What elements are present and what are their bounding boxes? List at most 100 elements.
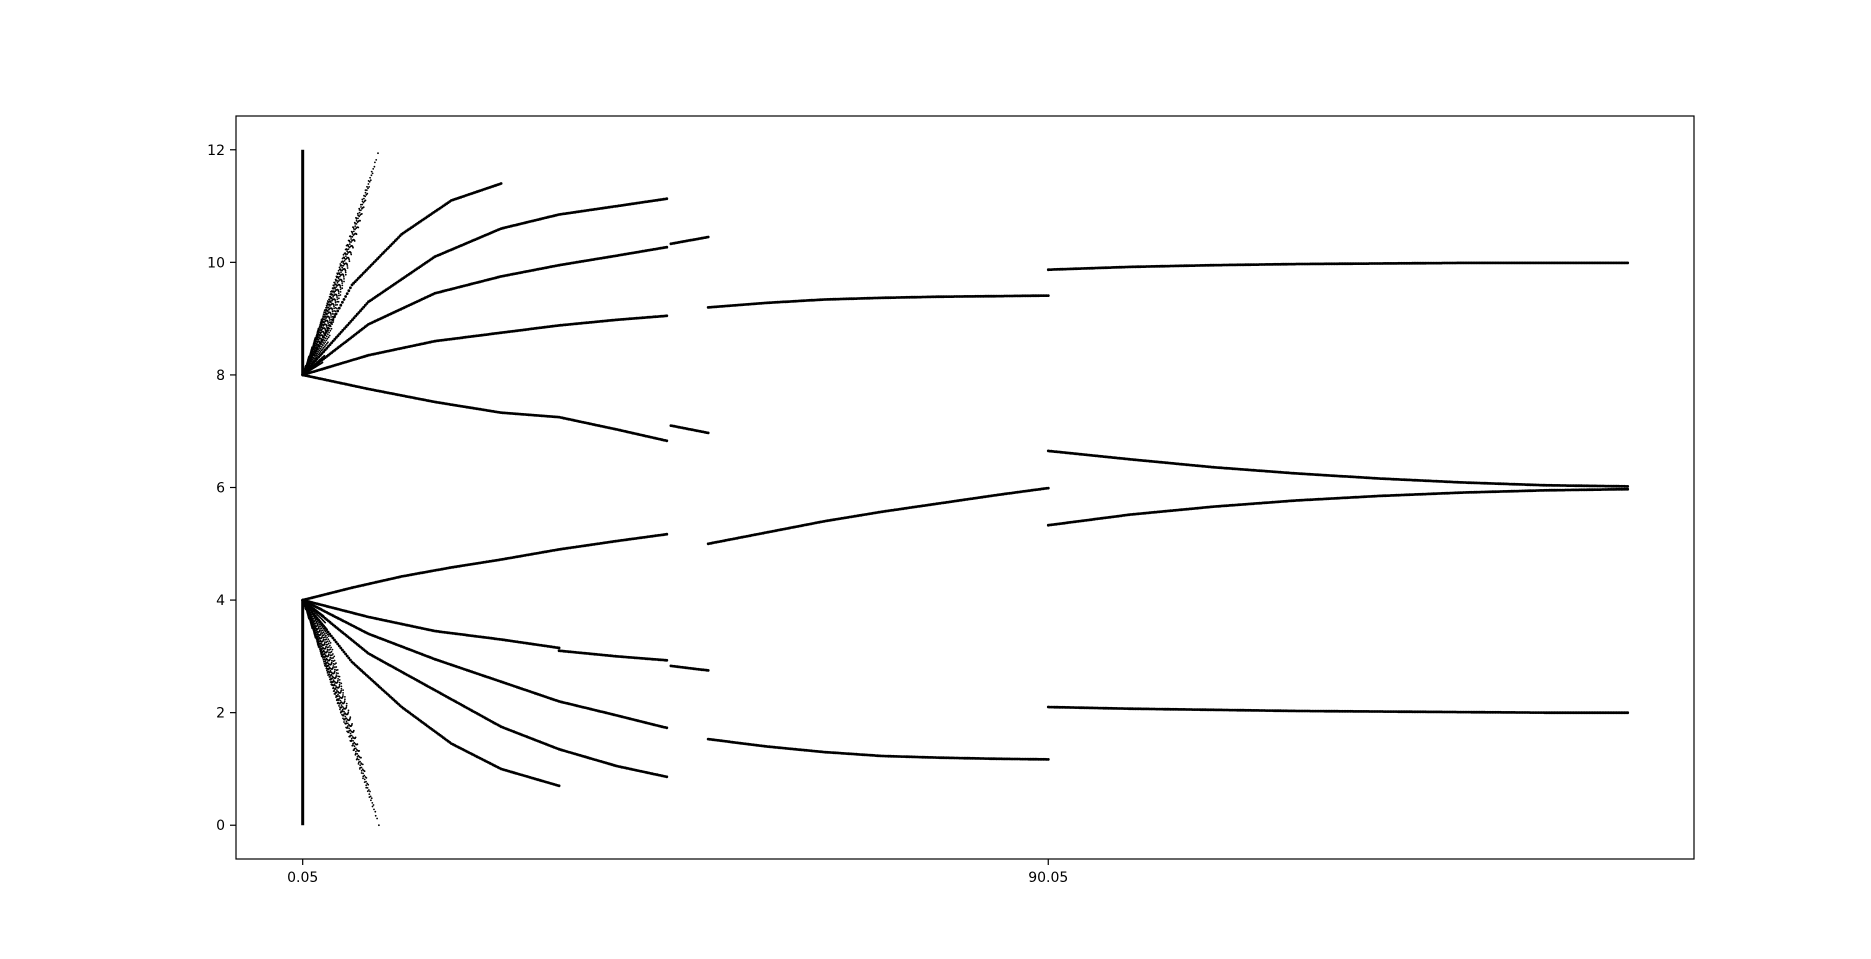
- data-point: [665, 532, 669, 536]
- data-point: [357, 763, 360, 765]
- data-point: [338, 675, 341, 678]
- data-point: [337, 693, 339, 696]
- data-point: [326, 640, 329, 643]
- data-point: [362, 305, 366, 309]
- data-point: [336, 689, 338, 691]
- data-point: [329, 642, 332, 644]
- data-point: [326, 661, 329, 663]
- data-point: [360, 769, 363, 772]
- data-point: [326, 650, 329, 652]
- data-point: [327, 638, 330, 641]
- data-point: [338, 679, 341, 681]
- data-point: [347, 289, 351, 293]
- data-series-16: [301, 182, 503, 377]
- data-point: [362, 772, 364, 775]
- data-point: [341, 648, 344, 652]
- data-point: [356, 743, 359, 746]
- data-point: [324, 660, 327, 663]
- data-point: [336, 309, 340, 313]
- data-point: [325, 643, 328, 646]
- data-point: [336, 669, 339, 671]
- data-point: [333, 683, 336, 685]
- data-point: [335, 662, 337, 664]
- data-point: [342, 694, 344, 696]
- data-point: [339, 330, 343, 334]
- data-point: [353, 745, 356, 748]
- data-point: [320, 649, 323, 652]
- data-point: [360, 756, 362, 759]
- data-point: [334, 693, 337, 695]
- data-series-5: [301, 598, 669, 730]
- data-point: [324, 641, 326, 643]
- data-point: [326, 643, 329, 646]
- data-point: [351, 318, 354, 321]
- data-point: [342, 717, 344, 720]
- data-point: [706, 235, 710, 239]
- data-point: [360, 772, 363, 774]
- data-series-10: [669, 424, 710, 435]
- data-series-3: [557, 649, 669, 662]
- data-point: [333, 337, 337, 341]
- data-point: [368, 793, 371, 795]
- data-point: [366, 790, 369, 793]
- data-point: [370, 797, 373, 800]
- data-point: [340, 704, 343, 706]
- data-series-18: [1046, 449, 1630, 488]
- data-point: [344, 295, 347, 298]
- data-point: [323, 633, 326, 635]
- data-point: [340, 682, 343, 685]
- data-point: [329, 658, 331, 660]
- data-point: [337, 672, 339, 675]
- data-point: [344, 696, 346, 698]
- data-point: [363, 303, 367, 307]
- data-series-9: [301, 373, 669, 443]
- data-point: [322, 649, 325, 652]
- data-point: [338, 697, 340, 700]
- data-point: [347, 321, 351, 325]
- data-point: [365, 780, 367, 783]
- data-point: [345, 706, 348, 709]
- data-point: [329, 654, 332, 657]
- data-point: [359, 760, 361, 763]
- data-point: [338, 705, 340, 707]
- data-point: [331, 659, 333, 662]
- data-point: [365, 777, 368, 779]
- data-point: [340, 706, 343, 708]
- data-point: [366, 787, 369, 789]
- data-point: [335, 674, 338, 676]
- data-point: [349, 286, 352, 290]
- data-point: [349, 732, 352, 735]
- data-point: [345, 292, 349, 295]
- data-point: [346, 323, 350, 327]
- data-point: [338, 332, 341, 336]
- data-point: [345, 722, 348, 725]
- data-point: [350, 739, 353, 742]
- data-point: [337, 679, 339, 682]
- data-point: [326, 636, 328, 639]
- data-point: [322, 631, 325, 634]
- data-point: [325, 638, 328, 641]
- data-point: [374, 810, 377, 813]
- data-point: [328, 646, 330, 648]
- data-point: [330, 341, 333, 345]
- data-series-17: [1046, 261, 1630, 272]
- data-point: [365, 786, 368, 789]
- data-point: [349, 734, 352, 737]
- data-point: [337, 675, 339, 678]
- data-point: [343, 700, 346, 703]
- data-point: [1626, 485, 1630, 488]
- data-point: [374, 814, 377, 817]
- data-point: [332, 665, 335, 667]
- data-point: [320, 627, 323, 630]
- data-point: [345, 704, 348, 707]
- data-point: [345, 717, 348, 720]
- data-point: [341, 328, 345, 332]
- data-point: [332, 663, 335, 665]
- data-series-4: [669, 664, 710, 672]
- data-point: [345, 720, 348, 723]
- data-point: [324, 636, 326, 639]
- data-point: [345, 654, 349, 658]
- data-point: [366, 782, 369, 785]
- data-point: [328, 651, 330, 654]
